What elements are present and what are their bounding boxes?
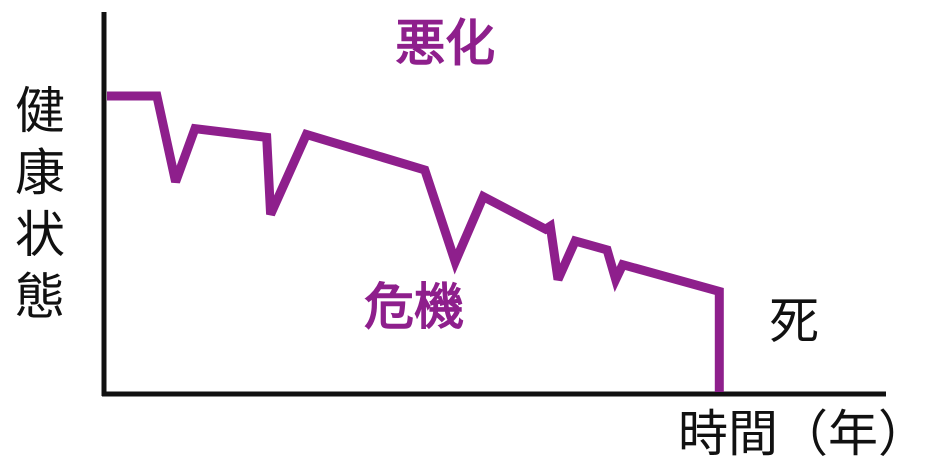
y-axis-label-char: 状 bbox=[15, 206, 65, 264]
y-axis-label-char: 健 bbox=[15, 82, 65, 140]
annotation-deterioration: 悪化 bbox=[395, 15, 495, 73]
y-axis-label-char: 康 bbox=[15, 144, 65, 202]
y-axis-label-char: 態 bbox=[15, 268, 65, 326]
x-axis-label: 時間（年） bbox=[678, 405, 928, 461]
series-layer bbox=[107, 91, 724, 392]
health-series-line bbox=[107, 91, 724, 392]
annotation-death: 死 bbox=[769, 293, 819, 351]
annotation-crisis: 危機 bbox=[364, 278, 464, 336]
